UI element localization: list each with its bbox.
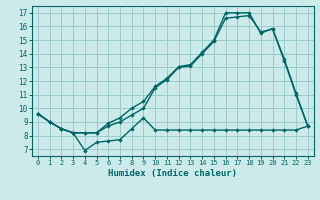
X-axis label: Humidex (Indice chaleur): Humidex (Indice chaleur) [108, 169, 237, 178]
